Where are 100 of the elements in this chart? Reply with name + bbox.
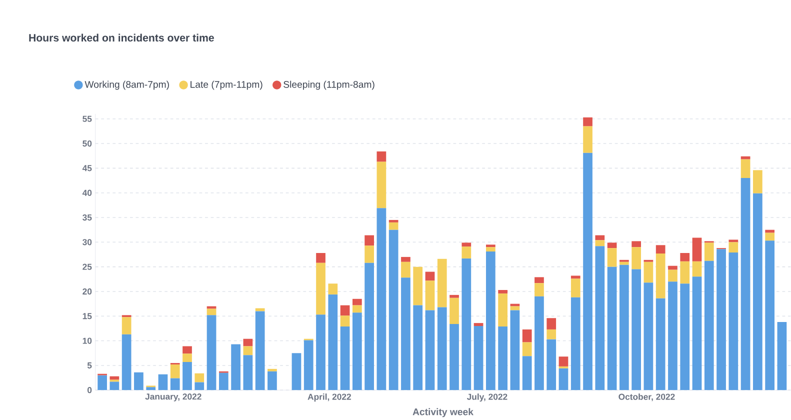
bar [570, 276, 580, 278]
y-tick-label: 0 [87, 386, 92, 394]
bar [243, 346, 253, 355]
bar [376, 208, 386, 390]
bar [425, 272, 435, 280]
bar [376, 162, 386, 208]
bar [692, 261, 702, 277]
bar [510, 310, 520, 390]
bar [316, 314, 326, 390]
bar [498, 290, 508, 294]
bar [680, 283, 690, 390]
bar [558, 356, 568, 366]
bar [122, 316, 132, 334]
bar [692, 276, 702, 390]
bar [194, 382, 204, 390]
bar [607, 242, 617, 248]
bar [182, 353, 192, 362]
bar [170, 364, 180, 378]
bar [765, 232, 775, 241]
bar [340, 315, 350, 326]
chart-title: Hours worked on incidents over time [29, 34, 214, 42]
bar [352, 298, 362, 306]
bar [255, 311, 265, 390]
bar [607, 248, 617, 267]
bar [352, 305, 362, 313]
bar [668, 266, 678, 270]
bar [510, 304, 520, 306]
bar [668, 270, 678, 282]
bar [704, 242, 714, 261]
y-tick-label: 15 [82, 312, 92, 319]
bar [255, 308, 265, 312]
bar [206, 308, 216, 315]
bar [243, 338, 253, 346]
bar [498, 326, 508, 390]
bar [632, 241, 641, 247]
bar [146, 386, 156, 390]
bar [134, 372, 144, 390]
bar [668, 281, 678, 390]
bar [656, 244, 666, 254]
bar [570, 278, 580, 298]
bar [656, 298, 666, 390]
bar [413, 266, 423, 306]
y-tick-label: 5 [87, 362, 92, 368]
bar [122, 334, 132, 390]
bar [740, 178, 750, 390]
legend-label: Late (7pm-11pm) [190, 80, 262, 90]
bar [340, 305, 350, 316]
bar [546, 339, 556, 390]
bar [595, 246, 605, 390]
bar [401, 278, 410, 390]
bar [316, 262, 326, 314]
y-tick-label: 50 [82, 140, 92, 146]
bar [728, 242, 738, 252]
bar [425, 280, 435, 310]
bar [607, 266, 617, 390]
bar [316, 252, 326, 263]
bar [740, 159, 750, 178]
bar [765, 230, 775, 233]
bar [268, 371, 277, 390]
bar [534, 282, 544, 296]
bar [401, 256, 410, 262]
bar [740, 156, 750, 160]
bar [328, 283, 338, 294]
bar [364, 262, 374, 390]
bar [474, 326, 484, 390]
bar [704, 260, 714, 390]
bar [194, 373, 204, 382]
bar [534, 296, 544, 390]
bar [486, 251, 496, 390]
bar [425, 310, 435, 390]
bar [450, 324, 459, 390]
bar [364, 235, 374, 246]
bar [401, 262, 410, 278]
bar [206, 314, 216, 390]
bar [388, 220, 398, 222]
bar [716, 248, 726, 390]
bar [522, 329, 532, 342]
bar [692, 238, 702, 262]
y-tick-label: 35 [82, 214, 92, 220]
y-tick-label: 30 [82, 238, 92, 246]
y-tick-label: 45 [82, 164, 92, 172]
bar [522, 342, 532, 356]
bar [292, 352, 302, 390]
bar [388, 222, 398, 230]
y-tick-label: 20 [82, 288, 92, 294]
bar [462, 258, 472, 390]
bar [486, 244, 496, 247]
bar [546, 318, 556, 330]
y-tick-label: 25 [82, 264, 92, 270]
bar [558, 368, 568, 390]
bar [619, 264, 629, 390]
bar [304, 340, 314, 390]
bar [728, 252, 738, 390]
x-tick-label: April, 2022 [308, 393, 351, 402]
bar [110, 382, 120, 390]
bar [680, 261, 690, 284]
x-tick-label: January, 2022 [145, 393, 202, 402]
bar [352, 312, 362, 390]
bar [462, 246, 472, 258]
x-tick-label: July, 2022 [466, 393, 508, 402]
